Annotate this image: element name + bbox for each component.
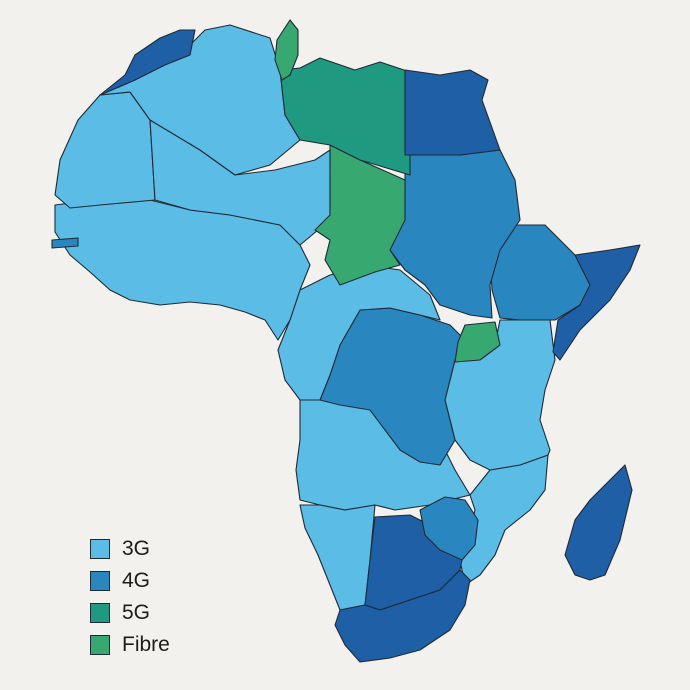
legend-label-5g: 5G xyxy=(122,601,151,624)
region-egypt xyxy=(404,69,501,156)
legend-item-fibre: Fibre xyxy=(90,629,170,661)
region-south-africa xyxy=(334,569,471,663)
legend-item-4g: 4G xyxy=(90,565,170,597)
region-morocco xyxy=(99,29,196,96)
legend-label-fibre: Fibre xyxy=(122,633,170,656)
region-namibia xyxy=(299,504,376,611)
legend-swatch-fibre xyxy=(90,635,110,655)
legend-swatch-3g xyxy=(90,539,110,559)
legend-swatch-5g xyxy=(90,603,110,623)
region-chad xyxy=(314,144,406,286)
region-madagascar xyxy=(564,464,633,581)
legend-label-3g: 3G xyxy=(122,537,151,560)
region-zimbabwe xyxy=(419,496,479,561)
region-gambia xyxy=(51,237,79,249)
region-tunisia xyxy=(274,19,299,81)
region-western-sahara-mauritania xyxy=(54,91,156,209)
legend-item-3g: 3G xyxy=(90,533,170,565)
region-somalia xyxy=(552,244,641,361)
legend-label-4g: 4G xyxy=(122,569,151,592)
map-legend: 3G 4G 5G Fibre xyxy=(90,533,170,661)
region-uganda xyxy=(454,321,501,363)
legend-item-5g: 5G xyxy=(90,597,170,629)
legend-swatch-4g xyxy=(90,571,110,591)
